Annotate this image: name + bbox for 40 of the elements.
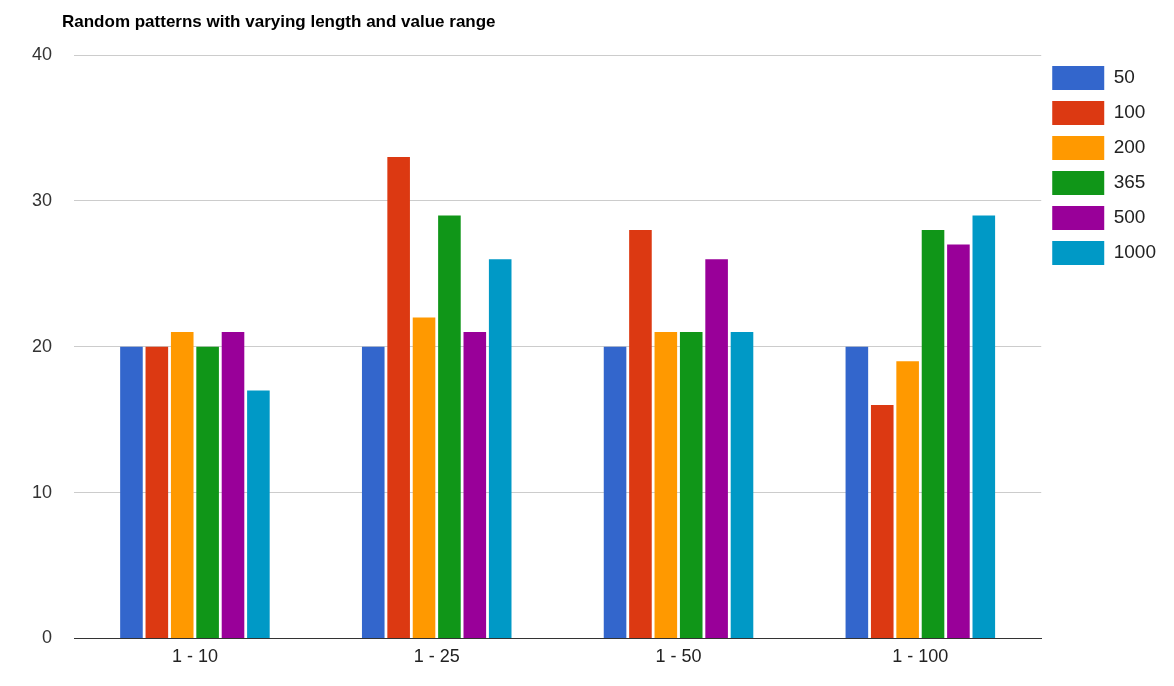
bar xyxy=(120,346,143,638)
bar xyxy=(603,346,627,638)
x-tick-label: 1 - 100 xyxy=(892,646,949,667)
bar xyxy=(196,346,219,638)
bar xyxy=(412,317,436,638)
bar xyxy=(145,346,169,638)
legend-label: 50 xyxy=(1113,66,1135,88)
bar xyxy=(705,259,728,638)
bar xyxy=(947,244,970,638)
bar xyxy=(730,332,754,638)
legend-label: 200 xyxy=(1113,136,1146,158)
bar xyxy=(170,332,194,638)
bar xyxy=(387,157,410,638)
bar xyxy=(438,215,461,638)
bar xyxy=(361,346,385,638)
y-tick-label: 10 xyxy=(31,481,53,502)
bar xyxy=(972,215,996,638)
chart-title: Random patterns with varying length and value range xyxy=(62,12,496,32)
x-tick-label: 1 - 50 xyxy=(655,646,702,667)
bar xyxy=(845,346,869,638)
x-tick-label: 1 - 25 xyxy=(413,646,460,667)
bar xyxy=(221,332,245,638)
legend-label: 365 xyxy=(1113,171,1146,193)
y-tick-label: 20 xyxy=(31,335,53,356)
bar xyxy=(488,259,512,638)
bar xyxy=(629,230,652,638)
bar xyxy=(654,332,678,638)
legend-label: 1000 xyxy=(1113,241,1157,263)
y-tick-label: 0 xyxy=(42,627,53,648)
bar xyxy=(247,390,270,638)
x-tick-label: 1 - 10 xyxy=(171,646,218,667)
bar xyxy=(896,361,919,638)
y-tick-label: 30 xyxy=(31,189,53,210)
bar xyxy=(679,332,703,638)
legend-label: 100 xyxy=(1113,101,1146,123)
bar xyxy=(921,230,945,638)
bar xyxy=(870,405,894,638)
legend-label: 500 xyxy=(1113,206,1146,228)
y-tick-label: 40 xyxy=(31,43,53,64)
bar xyxy=(463,332,487,638)
